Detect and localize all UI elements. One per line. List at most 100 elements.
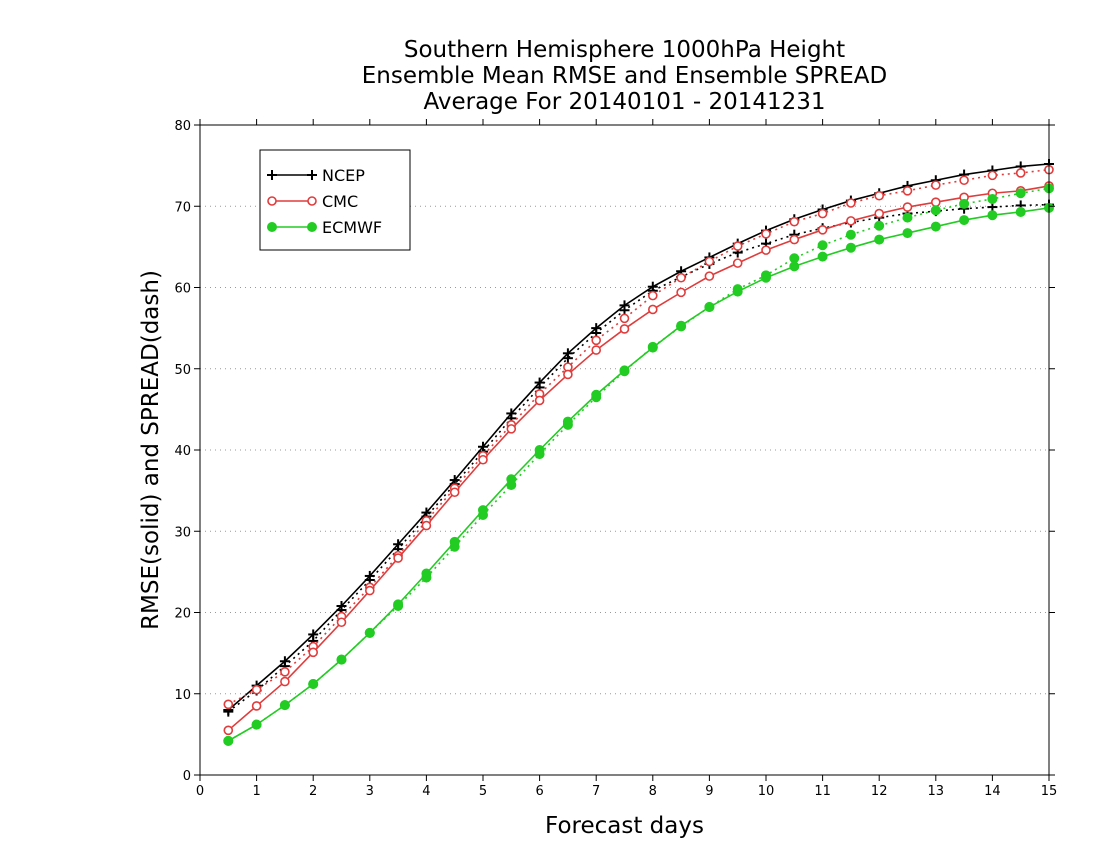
rmse-point-cmc	[280, 676, 290, 687]
legend-marker-ecmwf	[307, 222, 317, 232]
rmse-point-cmc	[704, 271, 715, 281]
rmse-point-ecmwf	[732, 286, 743, 297]
rmse-point-ncep	[647, 281, 658, 292]
x-tick-label: 8	[649, 784, 657, 799]
spread-point-cmc	[846, 198, 856, 208]
spread-point-ecmwf	[817, 240, 828, 251]
rmse-point-ncep	[591, 323, 602, 334]
legend-label-ecmwf: ECMWF	[322, 218, 382, 237]
rmse-point-cmc	[534, 395, 545, 406]
series-ecmwf	[223, 183, 1054, 746]
x-tick-label: 3	[366, 784, 374, 799]
spread-point-cmc	[959, 175, 969, 186]
rmse-point-ncep	[308, 629, 319, 640]
spread-point-ecmwf	[874, 220, 885, 231]
spread-point-cmc	[619, 313, 630, 324]
rmse-point-ecmwf	[987, 210, 998, 221]
rmse-point-ncep	[506, 408, 517, 419]
rmse-point-ecmwf	[704, 302, 715, 312]
x-tick-label: 2	[309, 784, 317, 799]
y-tick-label: 50	[174, 363, 191, 378]
chart-title-line-1: Southern Hemisphere 1000hPa Height	[403, 37, 846, 63]
rmse-point-cmc	[563, 369, 573, 380]
spread-point-cmc	[761, 229, 771, 239]
legend-marker-cmc	[307, 196, 317, 206]
y-tick-label: 40	[174, 444, 191, 459]
rmse-point-cmc	[251, 701, 262, 711]
rmse-point-cmc	[874, 208, 885, 219]
y-tick-label: 10	[174, 688, 191, 703]
rmse-point-cmc	[364, 585, 375, 596]
rmse-point-cmc	[732, 258, 743, 268]
chart-title-line-3: Average For 20140101 - 20141231	[423, 89, 826, 115]
x-tick-label: 12	[871, 784, 888, 799]
rmse-point-ecmwf	[393, 599, 404, 610]
spread-point-cmc	[902, 186, 913, 196]
rmse-point-ecmwf	[761, 272, 771, 283]
rmse-point-ecmwf	[251, 719, 262, 730]
spread-point-ecmwf	[987, 193, 998, 204]
rmse-point-cmc	[336, 617, 347, 628]
rmse-point-cmc	[506, 424, 517, 434]
rmse-point-ecmwf	[647, 342, 658, 353]
legend-label-ncep: NCEP	[322, 166, 365, 185]
rmse-point-ecmwf	[817, 251, 828, 262]
spread-point-cmc	[251, 684, 262, 695]
rmse-point-ecmwf	[336, 654, 347, 665]
rmse-point-cmc	[393, 553, 403, 563]
spread-point-cmc	[280, 667, 290, 677]
rmse-point-ecmwf	[421, 568, 432, 579]
rmse-line-cmc	[227, 185, 1050, 731]
spread-point-cmc	[817, 208, 828, 219]
rmse-point-cmc	[591, 345, 602, 355]
spread-point-cmc	[647, 290, 658, 301]
spread-point-ecmwf	[902, 212, 913, 223]
rmse-point-cmc	[761, 245, 771, 255]
rmse-point-ncep	[393, 539, 404, 550]
rmse-point-cmc	[223, 725, 234, 736]
rmse-point-ncep	[279, 656, 290, 667]
rmse-point-ncep	[336, 601, 347, 611]
rmse-point-ncep	[534, 377, 545, 388]
spread-point-cmc	[676, 272, 686, 283]
y-tick-label: 20	[174, 607, 191, 622]
rmse-point-ecmwf	[902, 228, 913, 239]
x-axis-label: Forecast days	[545, 813, 704, 839]
rmse-point-ecmwf	[279, 700, 290, 711]
rmse-point-cmc	[449, 487, 460, 498]
x-tick-label: 0	[196, 784, 204, 799]
x-tick-label: 1	[252, 784, 260, 799]
rmse-point-ecmwf	[364, 627, 375, 638]
rmse-point-ncep	[478, 441, 488, 452]
legend-marker-ncep	[267, 170, 277, 180]
series-ncep	[223, 159, 1054, 717]
legend-marker-ecmwf	[267, 222, 277, 232]
x-tick-label: 9	[705, 784, 713, 799]
chart-title-line-2: Ensemble Mean RMSE and Ensemble SPREAD	[361, 63, 888, 89]
rmse-point-cmc	[421, 520, 432, 531]
series-layer	[223, 159, 1054, 746]
x-tick-label: 11	[814, 784, 831, 799]
spread-line-ecmwf	[227, 187, 1050, 742]
x-tick-label: 14	[984, 784, 1001, 799]
rmse-point-ecmwf	[478, 505, 488, 516]
rmse-point-ecmwf	[930, 221, 941, 232]
rmse-point-ecmwf	[845, 242, 856, 253]
legend-item-cmc: CMC	[267, 192, 358, 211]
y-tick-label: 80	[174, 119, 191, 134]
rmse-point-cmc	[930, 197, 941, 207]
rmse-point-cmc	[619, 324, 630, 334]
x-tick-label: 15	[1041, 784, 1058, 799]
y-tick-label: 30	[174, 525, 191, 540]
x-tick-label: 6	[535, 784, 543, 799]
spread-point-cmc	[704, 256, 715, 267]
y-axis-label: RMSE(solid) and SPREAD(dash)	[138, 270, 164, 630]
rmse-point-ecmwf	[562, 416, 573, 427]
rmse-point-ecmwf	[789, 261, 800, 272]
rmse-point-ecmwf	[676, 320, 687, 331]
spread-point-cmc	[732, 241, 743, 251]
rmse-point-cmc	[846, 216, 856, 226]
spread-point-cmc	[223, 699, 234, 710]
spread-point-cmc	[591, 335, 602, 346]
